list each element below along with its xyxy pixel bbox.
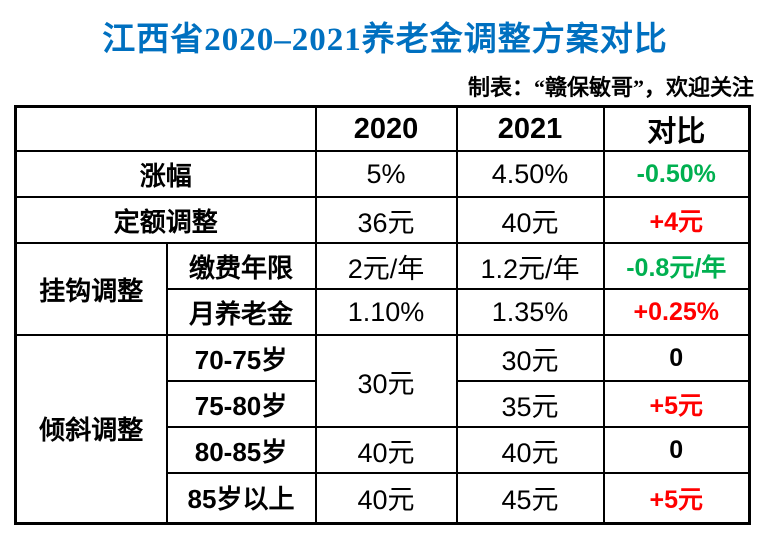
table-row: 月养老金 1.10% 1.35% +0.25% xyxy=(16,288,751,336)
byline: 制表：“赣保敏哥”，欢迎关注 xyxy=(467,75,754,100)
cell-dinge-2020: 36元 xyxy=(314,196,458,244)
header-2020: 2020 xyxy=(314,105,458,152)
label-dinge: 定额调整 xyxy=(14,196,317,244)
table-row: 挂钩调整 缴费年限 2元/年 1.2元/年 -0.8元/年 xyxy=(14,242,751,336)
cell-age85plus-2020: 40元 xyxy=(314,472,458,524)
cell-zhangfu-2020: 5% xyxy=(314,150,458,198)
label-age80-85: 80-85岁 xyxy=(165,426,317,474)
cell-age80-85-2021: 40元 xyxy=(455,426,605,474)
cell-age75-80-diff: +5元 xyxy=(602,380,751,428)
cell-yueyangjin-2021: 1.35% xyxy=(455,288,605,336)
header-blank-cell xyxy=(14,105,317,152)
cell-age70-80-2020: 30元 xyxy=(314,334,458,428)
cell-age70-75-diff: 0 xyxy=(602,334,751,382)
cell-age85plus-2021: 45元 xyxy=(455,472,605,524)
cell-jiaofei-2021: 1.2元/年 xyxy=(455,242,605,290)
label-age75-80: 75-80岁 xyxy=(165,380,317,428)
cell-age75-80-2021: 35元 xyxy=(455,380,605,428)
cell-age70-75-2021: 30元 xyxy=(455,334,605,382)
label-jiaofei: 缴费年限 xyxy=(165,242,317,290)
label-age85plus: 85岁以上 xyxy=(165,472,317,524)
label-guagou: 挂钩调整 xyxy=(14,242,168,336)
table-row: 定额调整 36元 40元 +4元 xyxy=(14,196,751,244)
table-row: 2020 2021 对比 xyxy=(14,105,751,152)
cell-zhangfu-diff: -0.50% xyxy=(602,150,751,198)
table-row: 涨幅 5% 4.50% -0.50% xyxy=(14,150,751,198)
cell-jiaofei-diff: -0.8元/年 xyxy=(602,242,751,290)
cell-age85plus-diff: +5元 xyxy=(602,472,751,524)
cell-yueyangjin-diff: +0.25% xyxy=(602,288,751,336)
cell-yueyangjin-2020: 1.10% xyxy=(314,288,458,336)
header-compare: 对比 xyxy=(602,105,751,152)
page-title: 江西省2020–2021养老金调整方案对比 xyxy=(102,22,668,58)
cell-zhangfu-2021: 4.50% xyxy=(455,150,605,198)
cell-age80-85-2020: 40元 xyxy=(314,426,458,474)
cell-dinge-diff: +4元 xyxy=(602,196,751,244)
table-row: 80-85岁 40元 40元 0 xyxy=(16,426,751,474)
table-row: 倾斜调整 70-75岁 30元 30元 0 xyxy=(14,334,751,524)
label-age70-75: 70-75岁 xyxy=(165,334,317,382)
label-yueyangjin: 月养老金 xyxy=(165,288,317,336)
table-row: 75-80岁 35元 +5元 xyxy=(16,380,751,428)
cell-jiaofei-2020: 2元/年 xyxy=(314,242,458,290)
table-row: 85岁以上 40元 45元 +5元 xyxy=(16,472,751,524)
header-2021: 2021 xyxy=(455,105,605,152)
label-zhangfu: 涨幅 xyxy=(14,150,317,198)
cell-dinge-2021: 40元 xyxy=(455,196,605,244)
label-qingxie: 倾斜调整 xyxy=(14,334,168,524)
cell-age80-85-diff: 0 xyxy=(602,426,751,474)
pension-comparison-table: 2020 2021 对比 涨幅 5% 4.50% -0.50% 定额调整 36元… xyxy=(14,105,751,525)
